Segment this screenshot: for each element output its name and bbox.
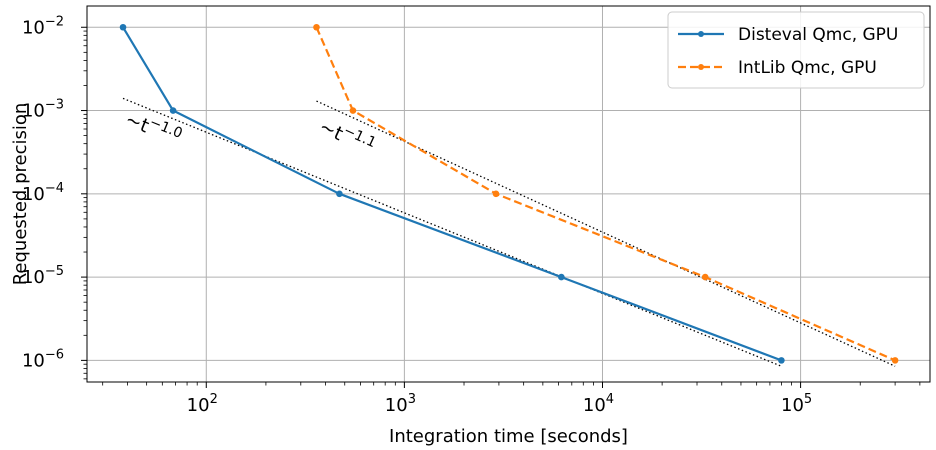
- y-tick-base: 10: [22, 17, 45, 38]
- y-tick-base: 10: [22, 101, 45, 122]
- x-tick-base: 10: [385, 395, 408, 416]
- y-axis-label: Requested precision: [10, 103, 31, 286]
- y-tick-label: 10−6: [22, 347, 64, 371]
- data-point: [701, 273, 709, 281]
- y-tick-label: 10−5: [22, 264, 64, 288]
- legend: Disteval Qmc, GPU IntLib Qmc, GPU: [667, 11, 925, 89]
- data-point: [492, 190, 500, 198]
- x-tick-label: 102: [187, 392, 218, 416]
- y-tick-base: 10: [22, 350, 45, 371]
- x-tick-base: 10: [781, 395, 804, 416]
- x-tick-base: 10: [187, 395, 210, 416]
- fit-annotation-prefix: ~t: [316, 116, 346, 146]
- data-point: [313, 23, 320, 31]
- legend-label-intlib: IntLib Qmc, GPU: [738, 58, 877, 78]
- y-tick-label: 10−3: [22, 98, 64, 122]
- grid-layer: [87, 6, 930, 382]
- legend-marker-intlib: [698, 64, 704, 70]
- x-axis-label: Integration time [seconds]: [389, 426, 628, 447]
- y-tick-label: 10−2: [22, 14, 64, 38]
- data-point: [891, 357, 899, 364]
- legend-marker-disteval: [698, 31, 704, 37]
- data-point: [169, 107, 177, 114]
- x-tick-exponent: 4: [606, 392, 614, 407]
- legend-label-disteval: Disteval Qmc, GPU: [738, 25, 898, 45]
- fit-annotation-exponent: −1.1: [341, 123, 379, 152]
- y-tick-label: 10−4: [22, 181, 64, 205]
- y-tick-exponent: −6: [45, 347, 64, 362]
- x-tick-exponent: 5: [804, 392, 812, 407]
- series-layer: [119, 23, 899, 364]
- data-point: [349, 107, 357, 114]
- x-tick-label: 103: [385, 392, 416, 416]
- fit-lines-layer: ~t−1.0 ~t−1.1: [122, 97, 896, 367]
- data-point: [336, 190, 343, 198]
- fit-annotation-exponent: −1.0: [147, 114, 185, 142]
- y-tick-exponent: −3: [45, 98, 64, 113]
- y-tick-exponent: −2: [45, 14, 64, 29]
- data-point: [119, 23, 127, 31]
- x-tick-base: 10: [583, 395, 606, 416]
- y-tick-exponent: −4: [45, 181, 64, 196]
- y-tick-base: 10: [22, 184, 45, 205]
- power-law-fit-line: [122, 97, 782, 367]
- data-point: [778, 357, 785, 364]
- x-tick-exponent: 2: [210, 392, 218, 407]
- data-point: [558, 273, 565, 281]
- y-tick-exponent: −5: [45, 264, 64, 279]
- x-tick-exponent: 3: [408, 392, 416, 407]
- legend-box: [667, 11, 925, 89]
- y-tick-base: 10: [22, 267, 45, 288]
- x-tick-label: 105: [781, 392, 812, 416]
- fit-annotation-prefix: ~t: [122, 108, 152, 137]
- x-tick-label: 104: [583, 392, 614, 416]
